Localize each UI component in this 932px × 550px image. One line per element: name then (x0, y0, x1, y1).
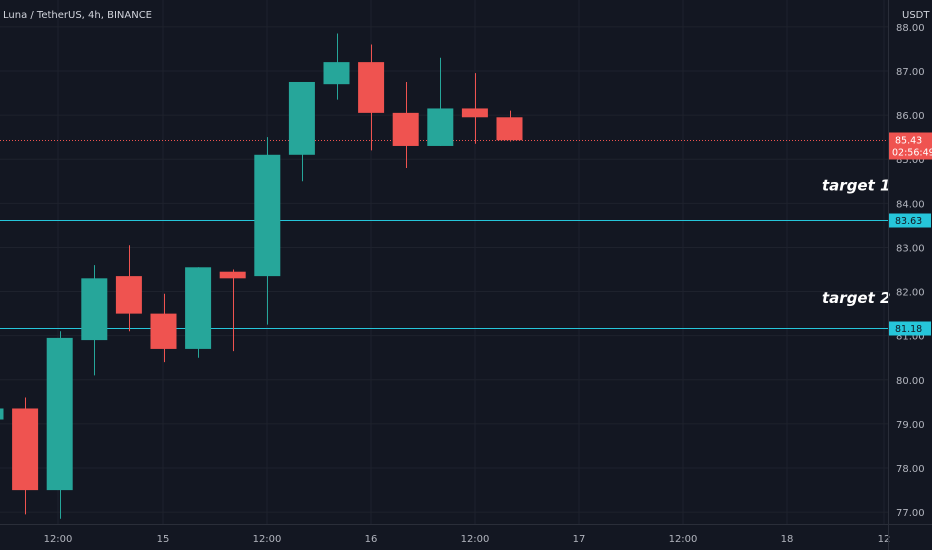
candle-down[interactable] (150, 293, 177, 363)
candle-up[interactable] (254, 137, 281, 325)
candle-up[interactable] (81, 265, 108, 376)
y-tick-label: 88.00 (896, 23, 925, 34)
candle-up[interactable] (46, 331, 73, 519)
candle-down[interactable] (496, 110, 523, 142)
annotations: target 1 target 2 (822, 177, 890, 308)
candle-body (496, 117, 523, 141)
candle-up[interactable] (185, 267, 212, 358)
x-tick-label: 12:00 (44, 534, 73, 545)
x-tick-label: 12:00 (253, 534, 282, 545)
level-price-badge (889, 321, 931, 336)
y-tick-label: 78.00 (896, 464, 925, 475)
y-tick-label: 80.00 (896, 376, 925, 387)
candle-body (81, 278, 108, 341)
y-tick-label: 86.00 (896, 111, 925, 122)
candle-body (0, 408, 4, 420)
countdown-text: 02:56:49 (892, 148, 932, 159)
target-levels (0, 220, 888, 329)
candle-down[interactable] (392, 81, 419, 169)
last-price-badge (889, 132, 932, 160)
y-tick-label: 77.00 (896, 508, 925, 519)
candle-body (185, 267, 212, 349)
candle-body (150, 313, 177, 349)
y-tick-label: 82.00 (896, 288, 925, 299)
candle-up[interactable] (0, 408, 4, 428)
y-tick-label: 83.00 (896, 243, 925, 254)
x-tick-label: 15 (157, 534, 170, 545)
candle-up[interactable] (427, 57, 454, 146)
candle-body (323, 62, 350, 85)
candle-down[interactable] (12, 397, 39, 515)
candle-body (427, 108, 454, 146)
y-tick-label: 87.00 (896, 67, 925, 78)
candles[interactable] (0, 33, 523, 519)
level-price-badge (889, 213, 931, 228)
last-price-text: 85.43 (895, 136, 922, 147)
x-tick-label: 16 (365, 534, 378, 545)
x-tick-label: 17 (573, 534, 586, 545)
x-tick-label: 12:00 (669, 534, 698, 545)
candle-up[interactable] (288, 81, 315, 182)
y-tick-label: 85.00 (896, 155, 925, 166)
candle-body (115, 276, 142, 314)
candle-body (12, 408, 39, 491)
target-annotation: target 1 (822, 177, 890, 195)
candle-body (358, 62, 385, 113)
y-tick-label: 84.00 (896, 199, 925, 210)
candle-up[interactable] (323, 33, 350, 100)
y-tick-label: 81.00 (896, 332, 925, 343)
target-annotation: target 2 (822, 289, 890, 307)
grid-lines (0, 0, 888, 524)
candle-body (219, 271, 246, 279)
level-price-text: 81.18 (895, 324, 922, 335)
x-tick-label: 12 (878, 534, 891, 545)
candle-body (461, 108, 488, 118)
candle-down[interactable] (115, 245, 142, 332)
chart-title: Luna / TetherUS, 4h, BINANCE (3, 10, 152, 21)
candle-body (288, 81, 315, 155)
x-tick-label: 12:00 (461, 534, 490, 545)
candle-body (254, 154, 281, 277)
currency-label: USDT (902, 10, 930, 21)
candle-down[interactable] (461, 73, 488, 144)
candle-body (392, 112, 419, 146)
y-tick-label: 79.00 (896, 420, 925, 431)
candle-down[interactable] (358, 44, 385, 151)
x-tick-label: 18 (781, 534, 794, 545)
candle-body (46, 337, 73, 491)
candle-down[interactable] (219, 269, 246, 352)
level-price-text: 83.63 (895, 216, 922, 227)
